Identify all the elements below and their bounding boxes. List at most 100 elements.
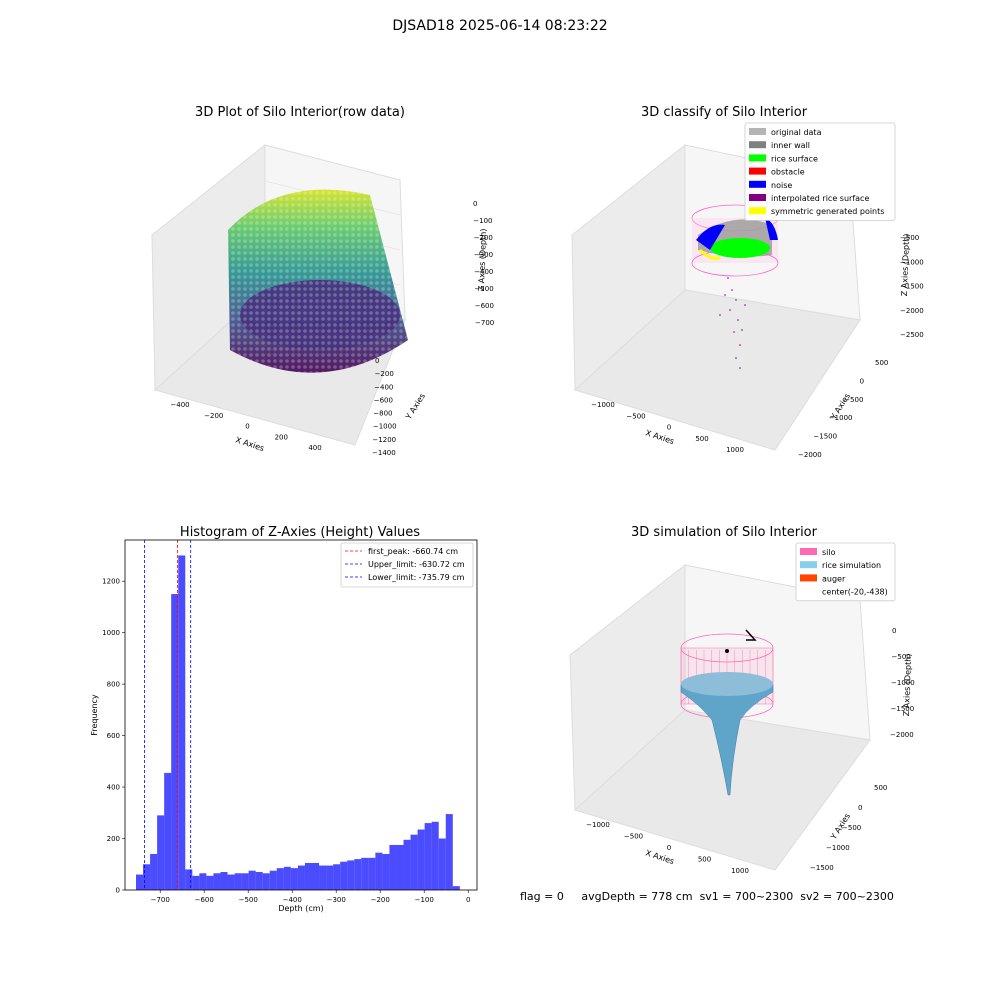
histogram-bar <box>319 865 327 890</box>
simulation-z-ticks: 0 −500 −1000 −1500 −2000 <box>890 627 915 739</box>
classify-pane-floor <box>574 289 861 451</box>
histogram-bar <box>382 853 390 890</box>
histogram-svg: Histogram of Z-Axies (Height) Values −70… <box>90 525 478 913</box>
legend-label: noise <box>771 181 792 190</box>
tick-label: −500 <box>626 412 645 420</box>
histogram-bar <box>445 814 453 890</box>
tick-label: 1000 <box>726 446 744 454</box>
tick-label: 0 <box>375 357 379 365</box>
histogram-bar <box>206 875 214 890</box>
legend-label: auger <box>822 574 846 583</box>
tick-label: −2000 <box>890 731 914 739</box>
classify-noise-right <box>765 218 778 240</box>
histogram-bar <box>326 865 334 890</box>
histogram-bar <box>185 869 193 890</box>
noise-point <box>731 289 733 291</box>
histogram-xlabel: Depth (cm) <box>278 904 323 913</box>
tick-label: −300 <box>474 251 493 259</box>
simulation-title: 3D simulation of Silo Interior <box>631 525 818 540</box>
legend-box <box>744 122 896 221</box>
histogram-bar <box>347 860 355 890</box>
histogram-xtick-label: −200 <box>371 896 390 904</box>
histogram-bar <box>389 844 397 890</box>
classify-y-ticks: 500 0 −500 −1000 −1500 −2000 <box>798 359 888 459</box>
simulation-3d-svg: 3D simulation of Silo Interior silo rice … <box>569 525 915 875</box>
histogram-y-ticks: 0 200 400 600 800 1000 1200 <box>102 578 125 895</box>
tick-label: 0 <box>245 423 249 431</box>
raw-zlabel: Z Axies (Depth) <box>477 228 488 291</box>
tick-label: 0 <box>667 844 671 852</box>
histogram-bar <box>227 874 235 890</box>
noise-point <box>733 331 735 333</box>
noise-point <box>735 357 737 359</box>
legend-label: original data <box>771 128 822 137</box>
histogram-frame <box>124 539 478 891</box>
raw-title: 3D Plot of Silo Interior(row data) <box>195 105 405 120</box>
histogram-xtick-label: −400 <box>283 896 302 904</box>
tick-label: 0 <box>473 200 477 208</box>
legend-box <box>795 542 896 602</box>
histogram-bar <box>283 866 291 890</box>
status-avg-depth: avgDepth = 778 cm <box>581 890 693 903</box>
status-sv2: sv2 = 700~2300 <box>800 890 894 903</box>
histogram-xtick-label: −300 <box>327 896 346 904</box>
histogram-bar <box>375 852 383 890</box>
classify-rice-surface <box>710 238 770 258</box>
classify-noise-scatter <box>719 277 746 369</box>
histogram-xtick-label: −100 <box>415 896 434 904</box>
histogram-bar <box>192 875 200 890</box>
noise-point <box>737 319 739 321</box>
classify-zlabel: Z Axies (Depth) <box>900 233 911 296</box>
histogram-vlines <box>144 540 192 890</box>
legend-label: center(-20,-438) <box>822 588 888 597</box>
tick-label: −200 <box>474 234 493 242</box>
tick-label: 500 <box>875 359 888 367</box>
classify-noise <box>696 224 725 250</box>
tick-label: −1000 <box>891 679 915 687</box>
raw-ylabel: Y Axies <box>404 392 428 422</box>
legend-swatch <box>800 574 817 582</box>
histogram-bar <box>248 870 256 890</box>
raw-x-ticks: −400 −200 0 200 400 <box>170 401 321 452</box>
histogram-bar <box>178 555 186 890</box>
histogram-xtick-label: −700 <box>151 896 170 904</box>
tick-label: 400 <box>308 444 321 452</box>
legend-swatch <box>749 180 766 188</box>
simulation-legend: silo rice simulation auger center(-20,-438) <box>795 542 896 602</box>
histogram-legend-label: Upper_limit: -630.72 cm <box>368 560 465 569</box>
legend-label: inner wall <box>771 141 810 150</box>
histogram-ylabel: Frequency <box>90 694 99 736</box>
histogram-bar <box>234 873 242 890</box>
tick-label: −500 <box>474 285 493 293</box>
tick-label: 0 <box>858 804 862 812</box>
histogram-bar <box>417 829 425 890</box>
legend-swatch <box>749 154 766 162</box>
tick-label: −1000 <box>586 821 610 829</box>
histogram-bars <box>136 555 460 890</box>
histogram-bar <box>410 834 418 890</box>
histogram-bar <box>290 868 298 890</box>
raw-z-ticks: 0 −100 −200 −300 −400 −500 −600 −700 <box>473 200 494 327</box>
histogram-legend: first_peak: -660.74 cm Upper_limit: -630.… <box>340 542 474 588</box>
simulation-auger-mark <box>745 629 757 641</box>
histogram-ytick-label: 200 <box>107 835 120 843</box>
classify-z-ticks: −500 −1000 −1500 −2000 −2500 <box>900 234 924 339</box>
histogram-bar <box>164 772 172 890</box>
raw-point-texture <box>228 189 408 373</box>
noise-point <box>724 294 726 296</box>
tick-label: −1400 <box>372 449 396 457</box>
legend-swatch <box>749 128 766 135</box>
simulation-y-ticks: 500 0 −500 −1000 −1500 <box>810 784 887 872</box>
noise-point <box>744 304 746 306</box>
simulation-x-ticks: −1000 −500 0 500 1000 <box>586 821 749 875</box>
tick-label: −1000 <box>829 414 853 422</box>
tick-label: −400 <box>170 401 189 409</box>
tick-label: −500 <box>624 833 643 841</box>
panel-histogram: Histogram of Z-Axies (Height) Values −70… <box>80 520 490 920</box>
tick-label: 200 <box>275 433 288 441</box>
raw-y-ticks: 0 −200 −400 −600 −800 −1000 −1200 −1400 <box>372 357 397 457</box>
histogram-title: Histogram of Z-Axies (Height) Values <box>180 525 420 540</box>
histogram-legend-label: first_peak: -660.74 cm <box>368 547 458 556</box>
tick-label: −1000 <box>826 844 850 852</box>
histogram-ytick-label: 0 <box>116 887 120 895</box>
